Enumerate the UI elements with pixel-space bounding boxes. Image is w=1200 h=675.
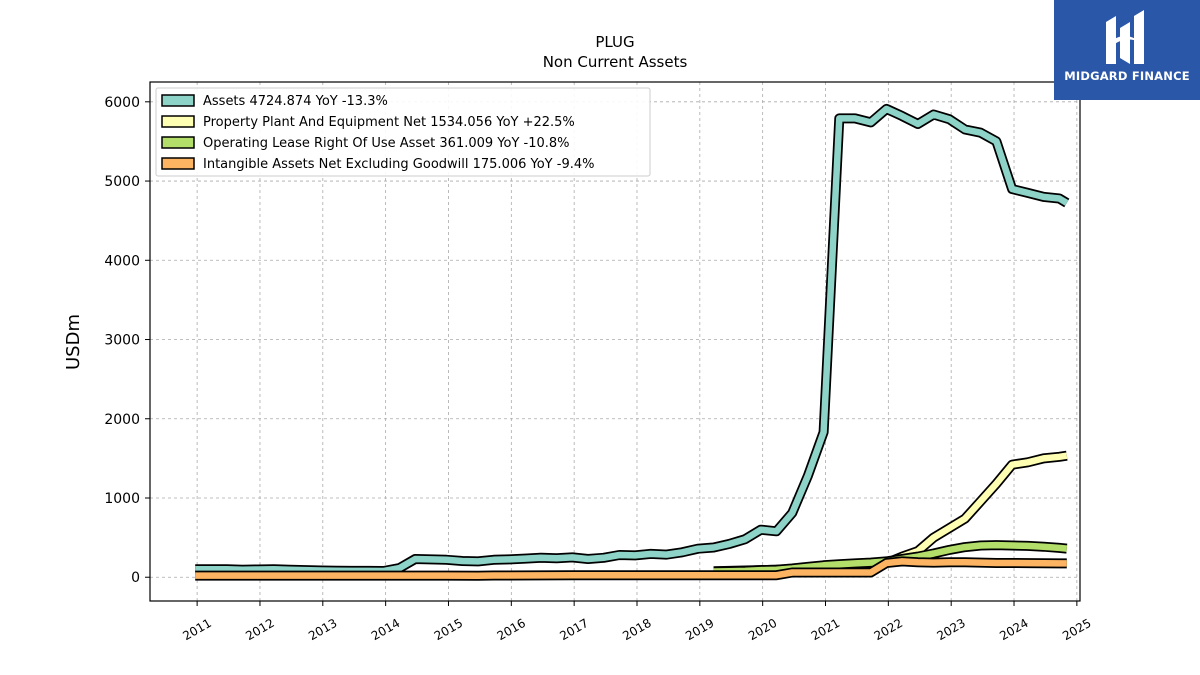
legend-swatch bbox=[161, 136, 195, 149]
x-tick-label: 2020 bbox=[746, 616, 779, 643]
legend-entry: Intangible Assets Net Excluding Goodwill… bbox=[203, 157, 594, 172]
legend-entry: Property Plant And Equipment Net 1534.05… bbox=[203, 115, 575, 130]
logo-brand-text: MIDGARD FINANCE bbox=[1064, 69, 1190, 83]
y-tick-label: 2000 bbox=[104, 412, 140, 428]
x-ticks: 2011 2012 2013 2014 2015 2016 2017 2018 2019 2020… bbox=[180, 601, 1094, 643]
y-tick-label: 4000 bbox=[104, 253, 140, 269]
series-line-0 bbox=[195, 105, 1069, 575]
series-outline-0 bbox=[195, 103, 1070, 576]
x-tick-label: 2024 bbox=[997, 616, 1030, 643]
y-axis-label: USDm bbox=[63, 314, 84, 370]
y-ticks: 0 1000 2000 3000 4000 5000 6000 bbox=[104, 95, 150, 586]
y-tick-label: 6000 bbox=[104, 95, 140, 111]
x-tick-label: 2014 bbox=[369, 616, 402, 643]
chart-title: PLUG bbox=[595, 33, 634, 51]
legend-box bbox=[155, 87, 651, 177]
legend: Assets 4724.874 YoY -13.3% Property Plant… bbox=[155, 87, 651, 177]
series-group bbox=[195, 103, 1070, 581]
x-tick-label: 2017 bbox=[557, 616, 590, 643]
x-tick-label: 2025 bbox=[1060, 616, 1093, 643]
brand-logo: MIDGARD FINANCE bbox=[1054, 0, 1200, 100]
legend-swatch bbox=[161, 94, 195, 107]
x-tick-label: 2018 bbox=[620, 616, 653, 643]
legend-swatch bbox=[161, 157, 195, 170]
y-tick-label: 0 bbox=[131, 570, 140, 586]
y-tick-label: 3000 bbox=[104, 333, 140, 349]
plot-frame bbox=[149, 81, 1081, 602]
x-tick-label: 2013 bbox=[306, 616, 339, 643]
x-tick-label: 2011 bbox=[180, 616, 213, 643]
logo-mark-icon bbox=[1106, 10, 1144, 64]
y-tick-label: 5000 bbox=[104, 174, 140, 190]
x-tick-label: 2016 bbox=[495, 616, 528, 643]
grid bbox=[150, 82, 1080, 601]
x-tick-label: 2022 bbox=[872, 616, 905, 643]
x-tick-label: 2021 bbox=[809, 616, 842, 643]
series-line-3 bbox=[195, 558, 1067, 580]
y-tick-label: 1000 bbox=[104, 491, 140, 507]
x-tick-label: 2019 bbox=[683, 616, 716, 643]
legend-entry: Operating Lease Right Of Use Asset 361.0… bbox=[203, 136, 570, 151]
legend-entry: Assets 4724.874 YoY -13.3% bbox=[203, 94, 388, 109]
chart-subtitle: Non Current Assets bbox=[543, 53, 688, 71]
x-tick-label: 2023 bbox=[934, 616, 967, 643]
legend-swatch bbox=[161, 115, 195, 128]
x-tick-label: 2012 bbox=[243, 616, 276, 643]
x-tick-label: 2015 bbox=[432, 616, 465, 643]
